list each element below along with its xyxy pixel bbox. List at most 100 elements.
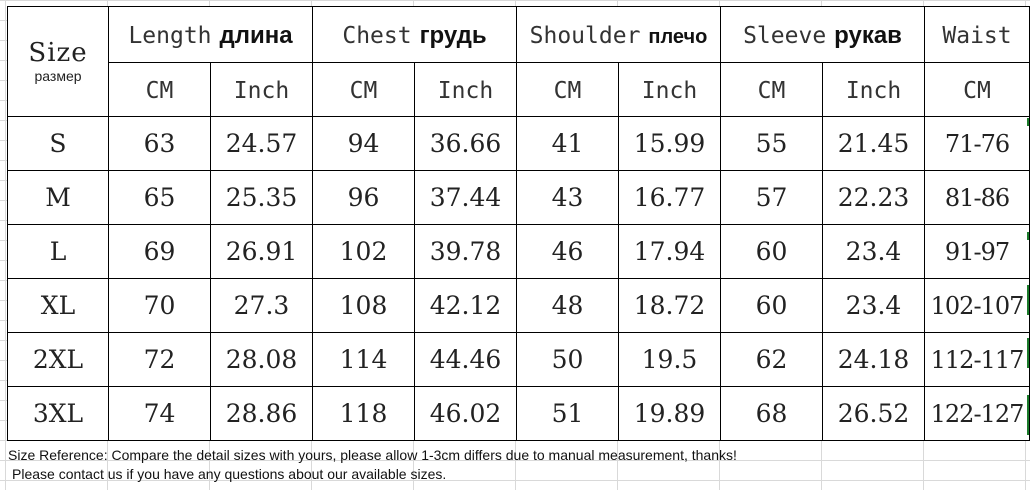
value-cell: 39.78 bbox=[414, 224, 517, 279]
contact-note: Please contact us if you have any questi… bbox=[12, 466, 447, 482]
value-cell: 60 bbox=[720, 224, 823, 279]
value-cell: 63 bbox=[108, 116, 211, 171]
size-cell: S bbox=[7, 116, 109, 171]
table-row-xl: XL 70 27.3 108 42.12 48 18.72 60 23.4 10… bbox=[7, 278, 1030, 333]
value-cell: 23.4 bbox=[821, 224, 926, 279]
group-label-en: Length bbox=[128, 22, 212, 49]
value-cell: 94 bbox=[312, 116, 415, 171]
value-cell: 26.52 bbox=[821, 386, 926, 441]
size-cell: 2XL bbox=[7, 332, 109, 387]
value-cell: 60 bbox=[720, 278, 823, 333]
value-cell: 102-107 bbox=[924, 278, 1030, 333]
value-cell: 44.46 bbox=[414, 332, 517, 387]
unit-label: Inch bbox=[845, 78, 902, 104]
value-cell: 122-127 bbox=[924, 386, 1030, 441]
value-cell: 91-97 bbox=[924, 224, 1030, 279]
unit-header-cell: Inch bbox=[618, 62, 721, 117]
size-header-label-ru: размер bbox=[34, 68, 82, 85]
value-cell: 46.02 bbox=[414, 386, 517, 441]
value-cell: 72 bbox=[108, 332, 211, 387]
table-row-l: L 69 26.91 102 39.78 46 17.94 60 23.4 91… bbox=[7, 224, 1030, 279]
size-cell: L bbox=[7, 224, 109, 279]
value-cell: 15.99 bbox=[618, 116, 721, 171]
value-cell: 71-76 bbox=[924, 116, 1030, 171]
value-cell: 48 bbox=[516, 278, 619, 333]
size-cell: 3XL bbox=[7, 386, 109, 441]
value-cell: 118 bbox=[312, 386, 415, 441]
value-cell: 62 bbox=[720, 332, 823, 387]
value-cell: 19.89 bbox=[618, 386, 721, 441]
unit-label: CM bbox=[757, 78, 786, 104]
value-cell: 23.4 bbox=[821, 278, 926, 333]
cell-corner-marker bbox=[1027, 395, 1029, 435]
value-cell: 112-117 bbox=[924, 332, 1030, 387]
value-cell: 28.86 bbox=[210, 386, 313, 441]
unit-label: Inch bbox=[641, 78, 698, 104]
value-cell: 69 bbox=[108, 224, 211, 279]
value-cell: 18.72 bbox=[618, 278, 721, 333]
value-cell: 68 bbox=[720, 386, 823, 441]
table-row-3xl: 3XL 74 28.86 118 46.02 51 19.89 68 26.52… bbox=[7, 386, 1030, 441]
cell-corner-marker bbox=[1027, 118, 1029, 126]
cell-corner-marker bbox=[1027, 285, 1029, 315]
unit-label: CM bbox=[553, 78, 582, 104]
value-cell: 65 bbox=[108, 170, 211, 225]
size-header-cell: Size размер bbox=[7, 6, 109, 117]
group-label-ru: плечо bbox=[648, 26, 708, 48]
group-label-en: Shoulder bbox=[529, 23, 641, 49]
table-row-m: M 65 25.35 96 37.44 43 16.77 57 22.23 81… bbox=[7, 170, 1030, 225]
value-cell: 19.5 bbox=[618, 332, 721, 387]
value-cell: 28.08 bbox=[210, 332, 313, 387]
group-label-ru: длина bbox=[219, 21, 293, 49]
group-label-ru: грудь bbox=[419, 21, 487, 49]
unit-label: Inch bbox=[437, 78, 494, 104]
value-cell: 57 bbox=[720, 170, 823, 225]
unit-label: CM bbox=[349, 78, 378, 104]
unit-header-cell: Inch bbox=[414, 62, 517, 117]
group-header-waist: Waist bbox=[924, 6, 1030, 63]
unit-header-cell: CM bbox=[312, 62, 415, 117]
value-cell: 70 bbox=[108, 278, 211, 333]
group-header-shoulder: Shoulder плечо bbox=[516, 6, 721, 63]
value-cell: 42.12 bbox=[414, 278, 517, 333]
value-cell: 16.77 bbox=[618, 170, 721, 225]
unit-header-cell: Inch bbox=[210, 62, 313, 117]
value-cell: 17.94 bbox=[618, 224, 721, 279]
value-cell: 21.45 bbox=[821, 116, 926, 171]
unit-label: CM bbox=[963, 78, 991, 104]
value-cell: 25.35 bbox=[210, 170, 313, 225]
size-reference-note: Size Reference: Compare the detail sizes… bbox=[8, 447, 737, 463]
value-cell: 114 bbox=[312, 332, 415, 387]
unit-header-cell: CM bbox=[720, 62, 823, 117]
group-label-en: Sleeve bbox=[743, 22, 827, 49]
value-cell: 24.18 bbox=[821, 332, 926, 387]
size-header-label: Size bbox=[28, 37, 88, 68]
size-notes: Size Reference: Compare the detail sizes… bbox=[8, 446, 737, 484]
value-cell: 50 bbox=[516, 332, 619, 387]
value-cell: 102 bbox=[312, 224, 415, 279]
value-cell: 46 bbox=[516, 224, 619, 279]
cell-corner-marker bbox=[1027, 232, 1029, 240]
value-cell: 51 bbox=[516, 386, 619, 441]
unit-label: CM bbox=[145, 78, 174, 104]
size-cell: XL bbox=[7, 278, 109, 333]
group-label-en: Chest bbox=[342, 22, 412, 49]
value-cell: 24.57 bbox=[210, 116, 313, 171]
table-row-2xl: 2XL 72 28.08 114 44.46 50 19.5 62 24.18 … bbox=[7, 332, 1030, 387]
group-label-en: Waist bbox=[942, 23, 1012, 49]
value-cell: 96 bbox=[312, 170, 415, 225]
value-cell: 27.3 bbox=[210, 278, 313, 333]
group-label-ru: рукав bbox=[834, 21, 902, 49]
value-cell: 26.91 bbox=[210, 224, 313, 279]
header-row-units: CM Inch CM Inch CM Inch CM Inch CM bbox=[8, 62, 1030, 117]
size-chart-table: Size размер Length длина Chest грудь Sho… bbox=[7, 6, 1030, 441]
group-header-sleeve: Sleeve рукав bbox=[719, 6, 926, 63]
unit-header-cell: CM bbox=[924, 62, 1030, 117]
value-cell: 43 bbox=[516, 170, 619, 225]
value-cell: 36.66 bbox=[414, 116, 517, 171]
value-cell: 108 bbox=[312, 278, 415, 333]
size-cell: M bbox=[7, 170, 109, 225]
value-cell: 41 bbox=[516, 116, 619, 171]
unit-header-cell: CM bbox=[516, 62, 619, 117]
unit-header-cell: Inch bbox=[821, 62, 926, 117]
